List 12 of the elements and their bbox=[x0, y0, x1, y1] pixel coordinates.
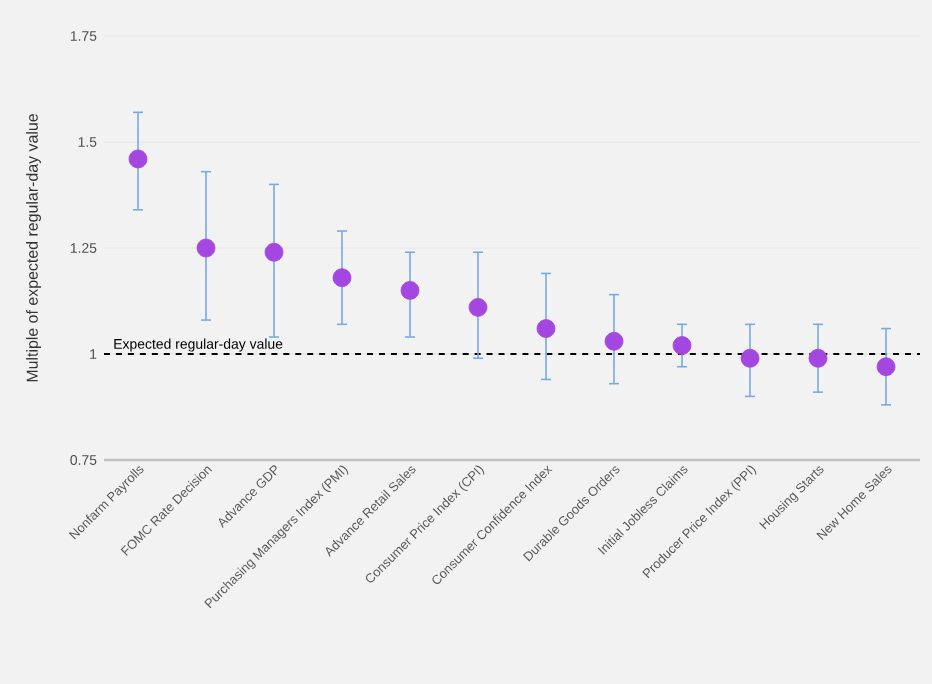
point bbox=[264, 242, 284, 262]
point bbox=[536, 319, 556, 338]
point bbox=[604, 331, 624, 351]
point bbox=[332, 268, 352, 288]
point bbox=[672, 336, 692, 355]
point bbox=[468, 297, 488, 317]
point bbox=[808, 348, 828, 368]
point bbox=[196, 238, 216, 258]
point bbox=[400, 281, 420, 300]
point bbox=[128, 149, 148, 169]
point bbox=[876, 357, 896, 377]
point bbox=[740, 348, 760, 368]
